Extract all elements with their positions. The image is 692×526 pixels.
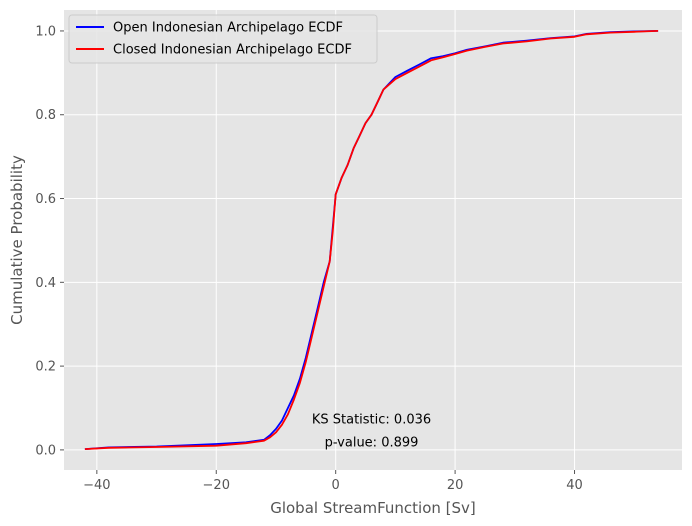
y-tick-label: 0.6 (35, 192, 56, 207)
x-axis-ticks: −40 −20 0 20 40 (83, 470, 583, 493)
y-axis-ticks: 0.0 0.2 0.4 0.6 0.8 1.0 (35, 24, 64, 458)
y-tick-label: 0.4 (35, 276, 56, 291)
p-value-annotation: p-value: 0.899 (325, 436, 419, 451)
y-tick-label: 0.2 (35, 360, 56, 375)
legend: Open Indonesian Archipelago ECDF Closed … (68, 14, 378, 64)
y-axis-label: Cumulative Probability (8, 155, 26, 325)
x-tick-label: 20 (447, 478, 464, 493)
x-tick-label: −20 (203, 478, 230, 493)
x-tick-label: −40 (83, 478, 110, 493)
series-lines (84, 30, 659, 450)
x-axis-label: Global StreamFunction [Sv] (270, 499, 476, 517)
legend-box (68, 14, 378, 64)
ks-statistic-annotation: KS Statistic: 0.036 (312, 412, 431, 427)
plot-area-background (64, 10, 682, 470)
annotations: KS Statistic: 0.036 p-value: 0.899 (312, 412, 431, 450)
legend-label-open: Open Indonesian Archipelago ECDF (113, 21, 343, 36)
legend-label-closed: Closed Indonesian Archipelago ECDF (113, 43, 352, 58)
x-tick-label: 40 (566, 478, 583, 493)
y-tick-label: 0.8 (35, 108, 56, 123)
y-tick-label: 1.0 (35, 24, 56, 39)
x-tick-label: 0 (332, 478, 340, 493)
y-tick-label: 0.0 (35, 443, 56, 458)
closed-ecdf-line (84, 30, 659, 450)
